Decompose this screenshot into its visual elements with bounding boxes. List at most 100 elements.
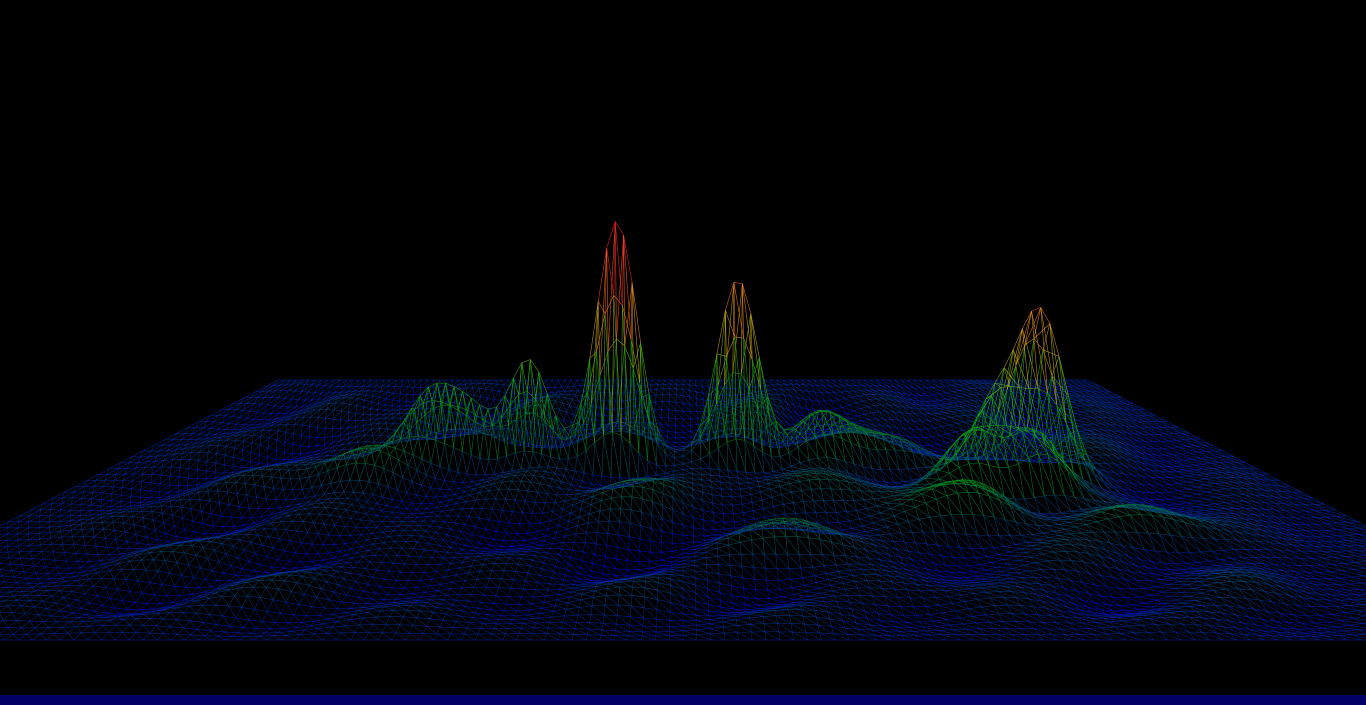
mesh-line-u xyxy=(965,451,974,454)
mesh-line-diag xyxy=(946,398,960,403)
mesh-line-u xyxy=(1049,403,1057,407)
mesh-line-u xyxy=(356,405,364,408)
mesh-line-u xyxy=(250,410,258,413)
mesh-line-u xyxy=(945,406,953,409)
mesh-line-diag xyxy=(913,420,927,430)
mesh-line-v xyxy=(951,385,960,391)
mesh-line-v xyxy=(292,445,302,455)
mesh-line-diag xyxy=(370,424,372,430)
mesh-line-v xyxy=(259,437,270,446)
mesh-line-v xyxy=(340,386,351,393)
mesh-line-diag xyxy=(487,398,490,409)
mesh-line-u xyxy=(768,389,776,391)
mesh-line-u xyxy=(784,394,792,397)
mesh-line-diag xyxy=(324,379,329,386)
mesh-line-diag xyxy=(593,375,601,434)
mesh-line-diag xyxy=(853,390,866,396)
mesh-line-u xyxy=(689,384,696,386)
mesh-line-v xyxy=(343,379,353,387)
mesh-line-u xyxy=(941,424,950,427)
mesh-line-diag xyxy=(676,383,684,390)
mesh-line-diag xyxy=(880,390,893,397)
mesh-line-diag xyxy=(639,416,646,423)
mesh-line-v xyxy=(939,400,947,405)
mesh-line-diag xyxy=(381,379,385,387)
mesh-line-diag xyxy=(379,428,381,436)
mesh-line-v xyxy=(363,408,371,415)
mesh-line-u xyxy=(959,388,966,391)
mesh-line-v xyxy=(916,408,924,415)
mesh-line-u xyxy=(893,391,901,394)
mesh-line-v xyxy=(221,403,234,410)
mesh-line-diag xyxy=(939,393,954,399)
mesh-line-diag xyxy=(819,379,831,387)
mesh-line-diag xyxy=(776,379,786,385)
mesh-line-u xyxy=(846,410,854,414)
mesh-line-diag xyxy=(350,394,353,398)
mesh-line-diag xyxy=(788,379,799,385)
mesh-line-u xyxy=(952,390,960,392)
mesh-line-u xyxy=(668,417,676,419)
mesh-line-v xyxy=(1041,386,1052,394)
mesh-line-diag xyxy=(570,390,576,396)
mesh-line-u xyxy=(557,391,565,393)
mesh-line-u xyxy=(955,430,964,433)
mesh-line-v xyxy=(730,400,732,404)
mesh-line-diag xyxy=(334,386,338,393)
mesh-line-v xyxy=(559,402,563,410)
mesh-line-u xyxy=(938,407,946,409)
mesh-line-v xyxy=(903,428,910,438)
mesh-line-v xyxy=(944,379,953,386)
mesh-line-u xyxy=(1168,440,1177,442)
mesh-line-v xyxy=(721,388,723,396)
mesh-line-u xyxy=(869,418,877,420)
mesh-line-v xyxy=(340,420,349,429)
mesh-line-diag xyxy=(332,409,335,420)
mesh-line-diag xyxy=(1044,393,1062,398)
mesh-line-v xyxy=(900,379,908,388)
mesh-line-diag xyxy=(664,379,671,385)
mesh-line-u xyxy=(498,391,506,393)
mesh-line-v xyxy=(593,379,597,386)
mesh-line-u xyxy=(1077,418,1085,421)
mesh-line-v xyxy=(1019,379,1029,388)
mesh-line-diag xyxy=(689,396,698,406)
mesh-line-v xyxy=(753,386,756,393)
mesh-line-v xyxy=(385,417,393,424)
mesh-line-u xyxy=(735,394,743,396)
mesh-line-u xyxy=(689,390,697,393)
mesh-line-diag xyxy=(593,385,598,393)
mesh-line-u xyxy=(242,449,252,453)
mesh-line-v xyxy=(298,379,310,385)
mesh-line-v xyxy=(883,398,890,406)
mesh-line-u xyxy=(597,391,605,393)
mesh-line-v xyxy=(551,394,555,397)
mesh-line-u xyxy=(370,408,378,410)
mesh-line-diag xyxy=(520,379,524,388)
mesh-line-diag xyxy=(484,383,486,390)
mesh-line-diag xyxy=(782,407,793,419)
mesh-line-v xyxy=(384,405,393,411)
mesh-line-diag xyxy=(732,404,742,408)
mesh-line-v xyxy=(851,397,857,404)
mesh-line-u xyxy=(874,404,882,406)
mesh-line-v xyxy=(380,428,388,436)
mesh-line-v xyxy=(566,405,570,413)
mesh-line-v xyxy=(379,422,387,429)
mesh-line-v xyxy=(654,402,656,410)
mesh-line-u xyxy=(939,385,946,388)
mesh-line-diag xyxy=(807,379,818,386)
mesh-line-diag xyxy=(586,385,592,392)
mesh-line-v xyxy=(386,386,395,393)
mesh-line-diag xyxy=(668,417,676,427)
mesh-line-u xyxy=(807,391,815,393)
mesh-line-diag xyxy=(284,432,287,443)
mesh-line-v xyxy=(332,410,342,420)
mesh-line-v xyxy=(281,383,293,391)
mesh-line-diag xyxy=(300,435,302,447)
mesh-line-diag xyxy=(1044,379,1061,387)
mesh-line-diag xyxy=(639,379,645,386)
mesh-line-v xyxy=(541,379,547,388)
